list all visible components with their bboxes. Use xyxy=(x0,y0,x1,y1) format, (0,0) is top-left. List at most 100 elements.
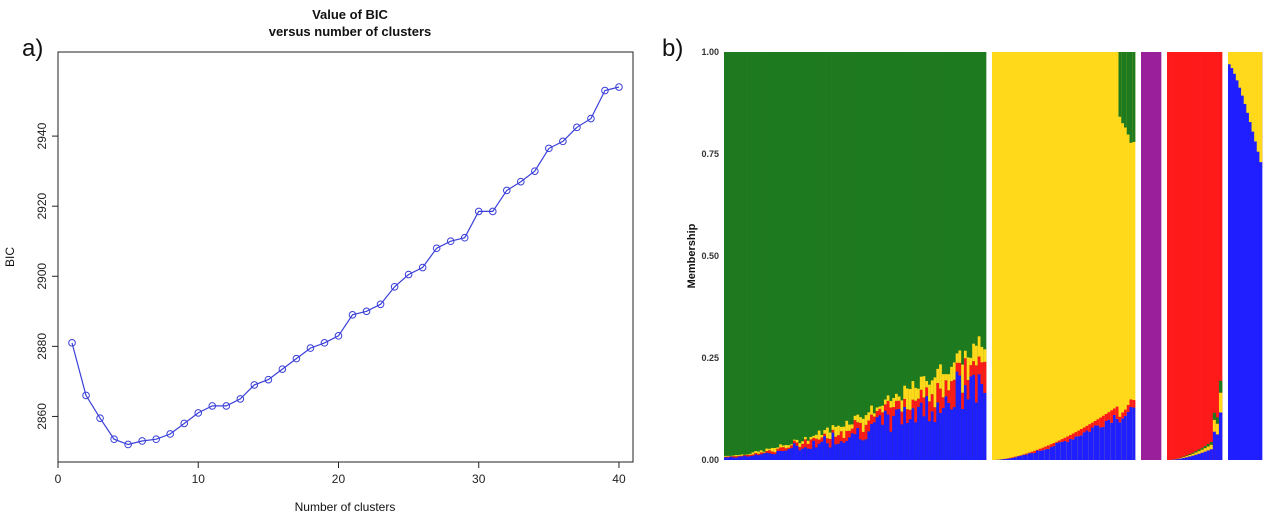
membership-bar-blue xyxy=(1055,443,1058,460)
membership-bar-red xyxy=(1011,457,1014,458)
panel-a-letter: a) xyxy=(22,35,43,62)
membership-bar-blue xyxy=(1036,451,1039,460)
membership-bar-blue xyxy=(765,453,768,460)
membership-bar-yellow xyxy=(903,386,906,399)
membership-bar-yellow xyxy=(1014,52,1017,460)
membership-bar-yellow xyxy=(945,374,948,380)
membership-bar-red xyxy=(914,401,917,423)
membership-bar-yellow xyxy=(771,448,774,452)
membership-bar-red xyxy=(925,387,928,396)
membership-bar-red xyxy=(1069,435,1072,439)
membership-bar-blue xyxy=(920,403,923,460)
membership-bar-yellow xyxy=(1113,52,1116,460)
membership-bar-blue xyxy=(796,446,799,460)
membership-bar-yellow xyxy=(1017,52,1020,460)
membership-bar-yellow xyxy=(1044,52,1047,460)
membership-bar-purple xyxy=(1159,52,1162,460)
membership-bar-red xyxy=(776,449,779,451)
membership-bar-yellow xyxy=(1020,52,1023,460)
y-tick-label: 2900 xyxy=(35,263,49,290)
membership-bar-yellow xyxy=(909,389,912,410)
y-tick-label-b: 0.00 xyxy=(701,455,719,465)
membership-bar-red xyxy=(782,447,785,451)
membership-bar-red xyxy=(848,431,851,437)
membership-bar-blue xyxy=(912,408,915,460)
membership-bar-red xyxy=(796,442,799,445)
membership-bar-blue xyxy=(928,421,931,460)
membership-bar-blue xyxy=(730,457,733,460)
membership-bar-yellow xyxy=(1011,52,1014,460)
membership-bar-red xyxy=(754,453,757,454)
membership-bar-red xyxy=(804,439,807,447)
membership-bar-red xyxy=(1086,426,1089,431)
membership-bar-red xyxy=(1066,436,1069,442)
membership-bar-yellow xyxy=(845,421,848,431)
membership-bar-yellow xyxy=(840,427,843,431)
membership-bar-blue xyxy=(782,451,785,460)
membership-bar-red xyxy=(1179,52,1182,460)
membership-bar-red xyxy=(862,432,865,440)
membership-bar-yellow xyxy=(779,444,782,447)
membership-bar-yellow xyxy=(815,435,818,439)
membership-bar-yellow xyxy=(1036,52,1039,460)
membership-bar-blue xyxy=(1233,52,1236,460)
membership-bar-yellow xyxy=(862,419,865,432)
membership-bar-blue xyxy=(1077,436,1080,460)
plot-frame-a xyxy=(58,52,633,462)
membership-bar-green xyxy=(818,52,821,460)
membership-bar-green xyxy=(757,52,760,460)
membership-bar-blue xyxy=(1213,432,1216,460)
membership-bar-blue xyxy=(1110,423,1113,460)
membership-bar-green xyxy=(851,52,854,460)
membership-bar-yellow xyxy=(1246,52,1249,113)
membership-bar-red xyxy=(934,407,937,422)
membership-bar-blue xyxy=(1210,449,1213,460)
membership-bar-red xyxy=(735,456,738,457)
membership-bar-yellow xyxy=(735,455,738,456)
membership-bar-red xyxy=(732,456,735,457)
membership-bar-red xyxy=(878,409,881,415)
membership-bar-red xyxy=(1031,452,1034,453)
membership-bar-blue xyxy=(757,455,760,460)
membership-bar-blue xyxy=(1132,408,1135,460)
membership-bar-yellow xyxy=(809,437,812,439)
membership-bar-blue xyxy=(1061,442,1064,460)
membership-bar-blue xyxy=(978,374,981,460)
membership-bar-yellow xyxy=(1053,52,1056,460)
membership-bar-blue xyxy=(1047,449,1050,460)
membership-bar-green xyxy=(771,52,774,460)
membership-bar-blue xyxy=(1236,52,1239,460)
membership-bar-blue xyxy=(1219,412,1222,460)
membership-bar-purple xyxy=(1144,52,1147,460)
membership-bar-blue xyxy=(821,442,824,460)
membership-bar-blue xyxy=(934,422,937,460)
membership-bar-yellow xyxy=(1257,52,1260,152)
membership-bar-green xyxy=(798,52,801,460)
membership-bar-blue xyxy=(906,423,909,460)
membership-bar-blue xyxy=(1201,453,1204,460)
y-tick-label-b: 0.25 xyxy=(701,353,719,363)
membership-bar-yellow xyxy=(895,394,898,401)
membership-bar-red xyxy=(920,390,923,403)
membership-bar-red xyxy=(809,439,812,448)
membership-bar-blue xyxy=(1228,52,1231,460)
membership-bar-green xyxy=(730,52,733,460)
membership-bar-blue xyxy=(823,436,826,460)
membership-bar-red xyxy=(964,358,967,385)
membership-bar-yellow xyxy=(1238,52,1241,88)
membership-bar-red xyxy=(928,401,931,421)
membership-bar-red xyxy=(889,408,892,432)
membership-bar-red xyxy=(1028,453,1031,454)
membership-bar-red xyxy=(1182,52,1185,460)
membership-bar-yellow xyxy=(1179,458,1182,459)
membership-bar-blue xyxy=(1204,452,1207,460)
membership-bar-red xyxy=(1039,449,1042,451)
membership-bar-yellow xyxy=(1198,451,1201,454)
membership-bar-red xyxy=(829,439,832,447)
membership-bar-red xyxy=(727,457,730,458)
membership-bar-red xyxy=(771,451,774,453)
membership-bar-blue xyxy=(972,375,975,460)
membership-bar-red xyxy=(936,383,939,402)
membership-bar-blue xyxy=(1000,459,1003,460)
membership-bar-blue xyxy=(884,411,887,460)
